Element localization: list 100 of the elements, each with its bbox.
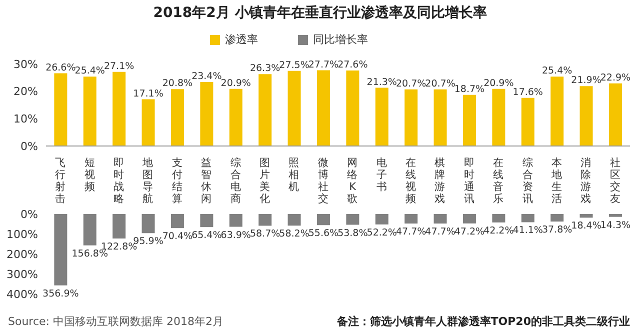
bar — [434, 214, 447, 224]
data-label: 47.7% — [396, 226, 426, 238]
y-tick-label: 20% — [14, 85, 38, 98]
data-label: 55.6% — [308, 228, 339, 240]
bar — [316, 70, 330, 146]
data-label: 27.5% — [279, 60, 310, 71]
y-tick-label: 400% — [6, 288, 38, 301]
data-label: 20.9% — [484, 78, 514, 89]
bar — [288, 214, 301, 226]
x-tick-label: 微博社交 — [318, 157, 329, 205]
bar — [346, 214, 360, 225]
data-label: 53.8% — [338, 228, 368, 239]
x-tick-label: 照相机 — [288, 157, 300, 193]
data-label: 20.9% — [220, 78, 251, 89]
y-tick-label: 300% — [6, 268, 38, 281]
x-tick-label: 棋牌游戏 — [434, 157, 446, 205]
bar — [375, 214, 388, 224]
data-label: 37.8% — [542, 224, 572, 236]
bar — [608, 214, 622, 217]
bar — [83, 76, 96, 146]
bar — [112, 72, 126, 146]
data-label: 27.7% — [308, 59, 339, 70]
data-label: 47.2% — [454, 226, 485, 238]
x-tick-label: 电子书 — [376, 156, 388, 193]
x-tick-label: 图片美化 — [260, 157, 270, 205]
data-label: 26.6% — [46, 62, 76, 74]
y-tick-label: 100% — [6, 228, 38, 241]
data-label: 27.6% — [338, 60, 368, 71]
data-label: 20.7% — [396, 78, 426, 90]
bar — [550, 76, 564, 146]
bar — [521, 98, 534, 146]
legend-label: 渗透率 — [224, 32, 258, 47]
text: 备注：筛选小镇青年人群渗透率TOP20的非工具类二级行业 — [336, 314, 630, 329]
bar — [83, 214, 96, 246]
data-label: 65.4% — [192, 230, 222, 242]
bar — [550, 214, 564, 222]
data-label: 22.9% — [600, 72, 631, 84]
bar — [404, 89, 418, 146]
bar — [229, 88, 242, 146]
data-label: 356.9% — [42, 288, 79, 300]
data-label: 21.9% — [571, 75, 602, 86]
chart-title: 2018年2月 小镇青年在垂直行业渗透率及同比增长率 — [152, 4, 488, 22]
bar — [608, 83, 622, 146]
data-label: 25.4% — [74, 66, 105, 77]
x-tick-label: 综合资讯 — [522, 156, 534, 205]
data-label: 18.4% — [571, 220, 602, 232]
data-label: 70.4% — [162, 231, 193, 242]
bar — [316, 214, 330, 226]
bar — [462, 214, 476, 224]
x-tick-label: 本地生活 — [550, 156, 562, 205]
y-tick-label: 200% — [6, 248, 38, 261]
data-label: 58.2% — [279, 228, 310, 240]
data-label: 42.2% — [484, 225, 514, 236]
data-label: 20.8% — [162, 78, 193, 90]
x-tick-label: 即时通讯 — [464, 157, 475, 205]
bar — [434, 89, 447, 146]
x-tick-label: 短视频 — [84, 157, 96, 193]
data-label: 47.7% — [425, 226, 456, 238]
x-tick-label: 支付结算 — [172, 156, 183, 205]
x-tick-label: 飞行射击 — [55, 157, 66, 205]
bar — [580, 86, 593, 146]
bar — [580, 214, 593, 218]
data-label: 58.7% — [250, 228, 280, 240]
bar — [170, 214, 184, 228]
bar — [200, 82, 214, 146]
bar — [142, 214, 155, 234]
legend-label: 同比增长率 — [312, 32, 368, 47]
x-tick-label: 地图导航 — [142, 156, 154, 205]
data-label: 17.1% — [133, 88, 164, 100]
data-label: 18.7% — [454, 84, 485, 95]
x-tick-label: 益智休闲 — [201, 157, 212, 205]
source-note: Source: 中国移动互联网数据库 2018年2月 — [8, 314, 224, 329]
data-label: 23.4% — [192, 71, 222, 82]
bar — [404, 214, 418, 224]
data-label: 41.1% — [512, 225, 543, 236]
bar — [492, 88, 506, 146]
y-tick-label: 10% — [14, 112, 38, 126]
bar — [258, 214, 272, 226]
x-tick-label: 综合电商 — [230, 156, 242, 205]
x-tick-label: 消除游戏 — [580, 156, 592, 205]
bar — [170, 89, 184, 146]
y-tick-label: 0% — [20, 140, 38, 153]
data-label: 17.6% — [512, 86, 543, 98]
bar — [112, 214, 126, 239]
data-label: 63.9% — [220, 230, 251, 241]
bar — [288, 70, 301, 146]
bar — [200, 214, 214, 228]
y-tick-label: 0% — [20, 208, 38, 221]
x-tick-label: 即时战略 — [114, 157, 124, 205]
x-tick-label: 在线音乐 — [493, 157, 504, 205]
data-label: 52.2% — [366, 227, 397, 238]
bar — [462, 94, 476, 146]
bar — [54, 214, 68, 286]
x-tick-label: 网络K歌 — [347, 157, 358, 205]
x-tick-label: 社区交友 — [610, 156, 621, 205]
bar — [346, 70, 360, 146]
bar — [521, 214, 534, 222]
bar — [375, 88, 388, 146]
data-label: 20.7% — [425, 78, 456, 90]
bar — [54, 73, 68, 146]
